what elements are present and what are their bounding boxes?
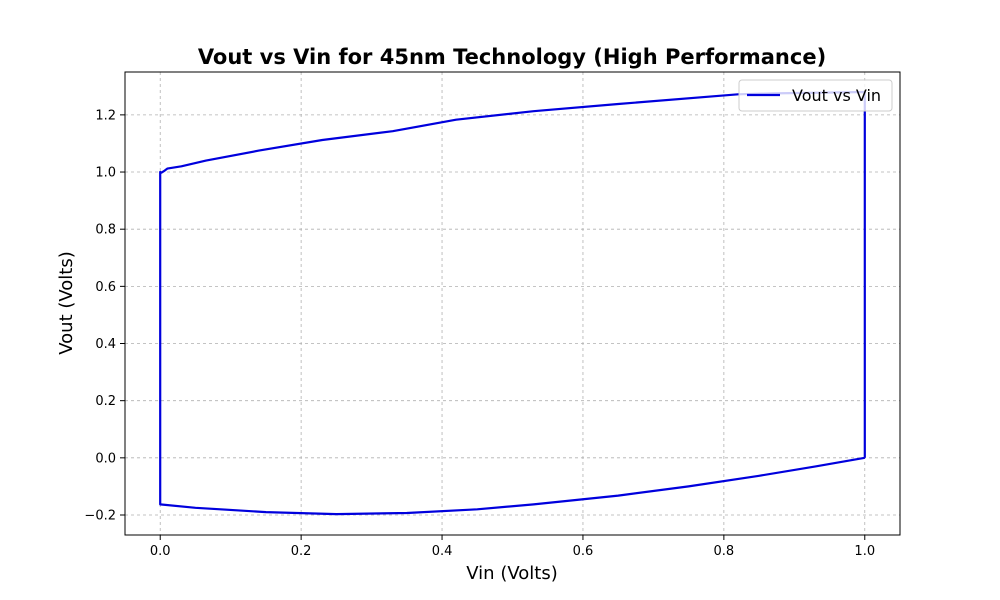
- legend-box: [738, 79, 893, 112]
- x-tick-label: 0.2: [291, 544, 312, 559]
- y-tick-label: 0.6: [95, 280, 116, 295]
- y-tick-label: 0.2: [95, 394, 116, 409]
- y-tick-label: 0.4: [95, 337, 116, 352]
- plot-area-frame: [124, 71, 901, 536]
- grid: [125, 72, 900, 535]
- y-tick-label: −0.2: [84, 508, 116, 523]
- legend-entry-vout-vs-vin: Vout vs Vin: [792, 86, 881, 105]
- y-axis-label: Vout (Volts): [56, 251, 77, 355]
- y-tick-label: 0.0: [95, 451, 116, 466]
- x-axis-label: Vin (Volts): [466, 563, 557, 584]
- chart-title: Vout vs Vin for 45nm Technology (High Pe…: [198, 45, 826, 69]
- x-tick-label: 1.0: [854, 544, 875, 559]
- legend: Vout vs Vin: [738, 79, 893, 112]
- x-tick-label: 0.0: [150, 544, 171, 559]
- y-axis-ticks: −0.2 0.0 0.2 0.4 0.6 0.8 1.0 1.2: [84, 108, 125, 523]
- x-tick-label: 0.8: [714, 544, 735, 559]
- y-tick-label: 0.8: [95, 223, 116, 238]
- x-tick-label: 0.4: [432, 544, 453, 559]
- series-line-vout-vs-vin: [159, 90, 866, 516]
- y-tick-label: 1.2: [95, 108, 116, 123]
- y-tick-label: 1.0: [95, 166, 116, 181]
- x-axis-ticks: 0.0 0.2 0.4 0.6 0.8 1.0: [150, 535, 875, 559]
- x-tick-label: 0.6: [573, 544, 594, 559]
